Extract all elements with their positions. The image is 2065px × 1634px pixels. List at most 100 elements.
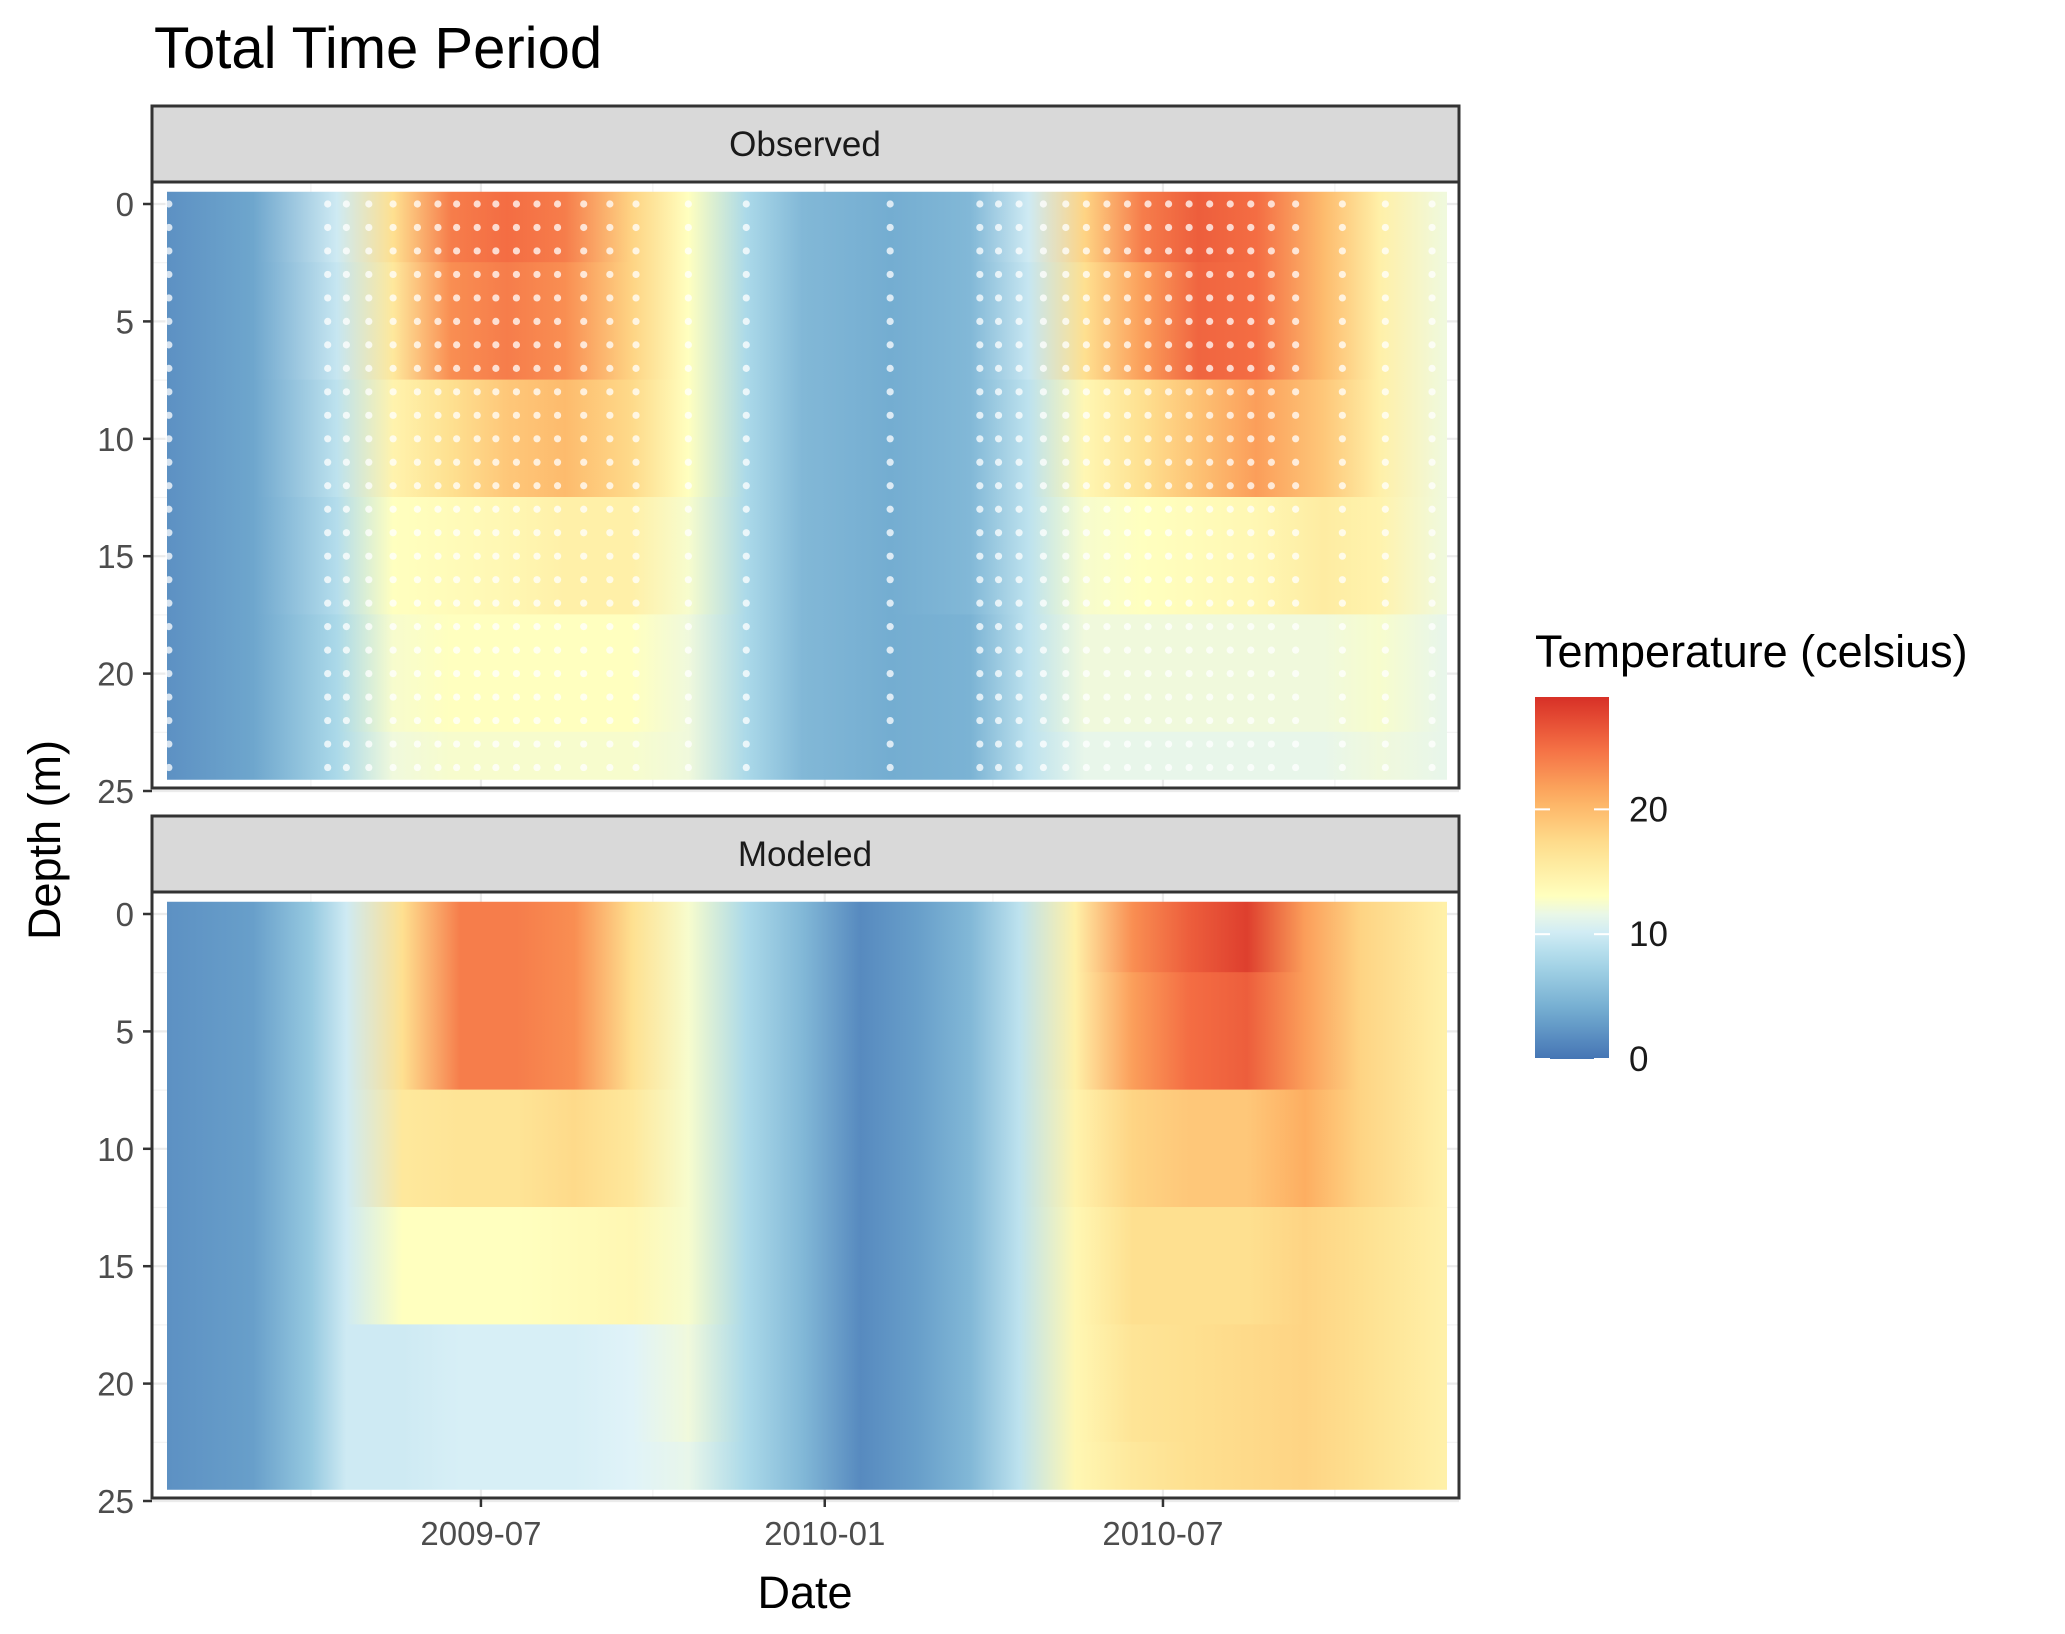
- observation-point: [365, 364, 373, 372]
- observation-point: [389, 716, 397, 725]
- observation-point: [1206, 317, 1214, 325]
- observation-point: [1123, 623, 1132, 631]
- observation-point: [533, 505, 541, 513]
- observation-point: [1123, 576, 1132, 584]
- observation-point: [684, 270, 692, 279]
- observation-point: [453, 552, 461, 560]
- observation-point: [1338, 599, 1346, 607]
- observation-point: [533, 552, 541, 560]
- observation-point: [606, 716, 614, 725]
- panel-border-modeled: [150, 890, 1461, 1500]
- observation-point: [512, 529, 521, 537]
- observation-point: [1015, 623, 1023, 631]
- observation-point: [413, 458, 421, 466]
- observation-point: [1123, 317, 1132, 325]
- observation-point: [684, 341, 692, 349]
- observation-point: [1015, 646, 1023, 654]
- observation-point: [434, 435, 442, 443]
- observation-point: [580, 458, 588, 466]
- observation-point: [606, 505, 614, 513]
- observation-point: [413, 341, 421, 349]
- observation-point: [1226, 317, 1234, 325]
- observation-point: [512, 763, 521, 772]
- observation-point: [1144, 317, 1152, 325]
- y-axis-observed: 0 5 10 15 20 25: [97, 186, 152, 810]
- strip-label-modeled: Modeled: [738, 835, 872, 874]
- observation-point: [413, 763, 421, 772]
- observation-point: [976, 505, 984, 513]
- observation-point: [1123, 341, 1132, 349]
- observation-point: [1292, 670, 1300, 678]
- observation-point: [606, 599, 614, 607]
- legend: Temperature (celsius) 0 10 20: [1535, 626, 1968, 1079]
- observation-point: [1062, 552, 1070, 560]
- observation-point: [1123, 270, 1132, 279]
- observation-point: [606, 482, 614, 490]
- observation-point: [1206, 552, 1214, 560]
- observation-point: [492, 411, 500, 419]
- observation-point: [886, 364, 894, 372]
- observation-point: [1144, 388, 1152, 396]
- observation-point: [1428, 435, 1436, 443]
- observation-point: [324, 552, 332, 560]
- observation-point: [389, 505, 397, 513]
- observation-point: [533, 294, 541, 302]
- observation-point: [1247, 576, 1255, 584]
- observation-point: [324, 294, 332, 302]
- observation-point: [1144, 294, 1152, 302]
- observation-point: [632, 623, 640, 631]
- observation-point: [886, 693, 894, 701]
- observation-point: [342, 341, 350, 349]
- observation-point: [389, 740, 397, 748]
- observation-point: [492, 529, 500, 537]
- observation-point: [1428, 364, 1436, 372]
- observation-point: [976, 247, 984, 255]
- legend-tick-label: 0: [1629, 1040, 1648, 1079]
- observation-point: [1039, 646, 1047, 654]
- observation-point: [473, 670, 481, 678]
- observation-point: [632, 317, 640, 325]
- observation-point: [1206, 529, 1214, 537]
- observation-point: [473, 200, 481, 208]
- observation-point: [434, 294, 442, 302]
- observation-point: [1267, 763, 1275, 772]
- observation-point: [473, 435, 481, 443]
- observation-point: [1206, 646, 1214, 654]
- observation-point: [1082, 294, 1090, 302]
- observation-point: [1292, 247, 1300, 255]
- observation-point: [886, 294, 894, 302]
- observation-point: [1338, 576, 1346, 584]
- observation-point: [492, 740, 500, 748]
- observation-point: [324, 247, 332, 255]
- observation-point: [492, 388, 500, 396]
- observation-point: [1428, 247, 1436, 255]
- observation-point: [1015, 693, 1023, 701]
- observation-point: [1247, 646, 1255, 654]
- observation-point: [742, 529, 750, 537]
- observation-point: [1381, 388, 1389, 396]
- observation-point: [533, 646, 541, 654]
- observation-point: [492, 458, 500, 466]
- observation-point: [1164, 364, 1173, 372]
- observation-point: [632, 552, 640, 560]
- panel-border-observed: [150, 180, 1461, 790]
- observation-point: [533, 458, 541, 466]
- observation-point: [606, 458, 614, 466]
- observation-point: [742, 341, 750, 349]
- observation-point: [473, 576, 481, 584]
- observation-point: [1103, 693, 1111, 701]
- heatmap-band-observed-depth-0: [167, 191, 1447, 264]
- y-tick-label: 10: [97, 1131, 134, 1168]
- observation-point: [165, 505, 173, 513]
- observation-point: [1082, 529, 1090, 537]
- observation-point: [434, 505, 442, 513]
- observation-point: [1062, 763, 1070, 772]
- observation-point: [1015, 552, 1023, 560]
- observation-point: [324, 693, 332, 701]
- observation-point: [1185, 599, 1193, 607]
- observation-point: [413, 623, 421, 631]
- observation-point: [473, 364, 481, 372]
- observation-point: [1292, 576, 1300, 584]
- observation-point: [1292, 388, 1300, 396]
- observation-point: [606, 670, 614, 678]
